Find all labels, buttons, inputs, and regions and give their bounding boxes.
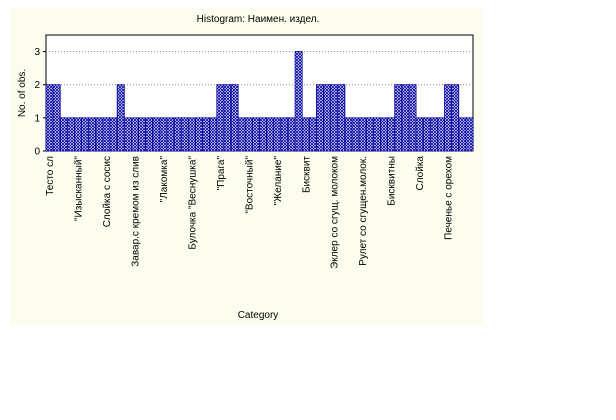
bar	[273, 117, 282, 152]
bar	[344, 117, 353, 152]
x-tick-label: "Восточный"	[244, 156, 255, 214]
bar	[287, 117, 296, 152]
bar	[266, 117, 275, 152]
bar	[316, 84, 324, 152]
bar	[95, 117, 104, 152]
bar	[280, 117, 289, 152]
bar	[323, 84, 332, 152]
bar	[159, 117, 168, 152]
bar	[251, 117, 260, 152]
bar	[422, 117, 431, 152]
bar	[308, 117, 317, 152]
bar	[230, 84, 239, 152]
bar	[180, 117, 189, 152]
x-tick-label: Печенье с орехом	[444, 156, 455, 240]
bar	[166, 117, 175, 152]
bar	[380, 117, 389, 152]
x-tick-label: "Изысканный"	[74, 156, 85, 221]
y-tick-label: 1	[34, 113, 40, 124]
y-axis-label: No. of obs.	[17, 69, 28, 117]
x-tick-label: "Лакомка"	[159, 156, 170, 203]
bar	[372, 117, 381, 152]
x-tick-label: Завар.с кремом из слив	[130, 156, 141, 267]
bar	[88, 117, 97, 152]
bar	[209, 117, 218, 152]
bar	[330, 84, 339, 152]
bar	[173, 117, 182, 152]
bar	[337, 84, 346, 152]
bar	[458, 117, 467, 152]
x-tick-label: Бисквит	[301, 156, 312, 193]
bar	[429, 117, 438, 152]
x-tick-label: Рулет со сгущен.молок.	[358, 156, 369, 266]
bar	[195, 117, 203, 152]
bar	[259, 117, 268, 152]
bar	[74, 117, 82, 152]
x-axis-label: Category	[238, 310, 279, 321]
bar	[145, 117, 154, 152]
bar	[59, 117, 68, 152]
bar	[102, 117, 111, 152]
bar	[109, 117, 118, 152]
x-tick-label: Слойка	[415, 156, 426, 191]
bar	[66, 117, 75, 152]
bar	[465, 117, 474, 152]
y-tick-label: 0	[34, 147, 40, 158]
bar	[351, 117, 360, 152]
x-tick-label: "Прага"	[216, 156, 227, 191]
bar	[444, 84, 453, 152]
bar	[408, 84, 417, 152]
x-tick-label: "Желание"	[273, 156, 284, 206]
bar	[123, 117, 132, 152]
bar	[301, 117, 310, 152]
bar	[223, 84, 232, 152]
bar	[294, 51, 303, 152]
bar	[216, 84, 225, 152]
bar	[244, 117, 253, 152]
bar	[358, 117, 367, 152]
bar	[202, 117, 211, 152]
chart-title: Histogram: Наимен. издел.	[197, 14, 320, 25]
x-tick-label: Бисквитны	[387, 156, 398, 206]
bar	[237, 117, 246, 152]
x-tick-label: Булочка "Веснушка"	[187, 156, 198, 250]
bar	[451, 84, 460, 152]
bar	[437, 117, 445, 152]
bar	[415, 117, 424, 152]
bar	[52, 84, 61, 152]
bar	[138, 117, 147, 152]
bar	[187, 117, 196, 152]
bar	[45, 84, 54, 152]
bar	[81, 117, 90, 152]
y-tick-label: 3	[34, 47, 40, 58]
bar	[365, 117, 374, 152]
bar	[116, 84, 125, 152]
x-tick-label: Тесто сл	[45, 156, 56, 196]
bar	[401, 84, 410, 152]
y-tick-label: 2	[34, 80, 40, 91]
bar	[387, 117, 396, 152]
x-tick-label: Эклер со сгущ. молоком	[330, 156, 341, 269]
x-tick-label: Слойка с сосис	[102, 156, 113, 227]
bar	[394, 84, 403, 152]
bar	[130, 117, 139, 152]
bar	[152, 117, 161, 152]
